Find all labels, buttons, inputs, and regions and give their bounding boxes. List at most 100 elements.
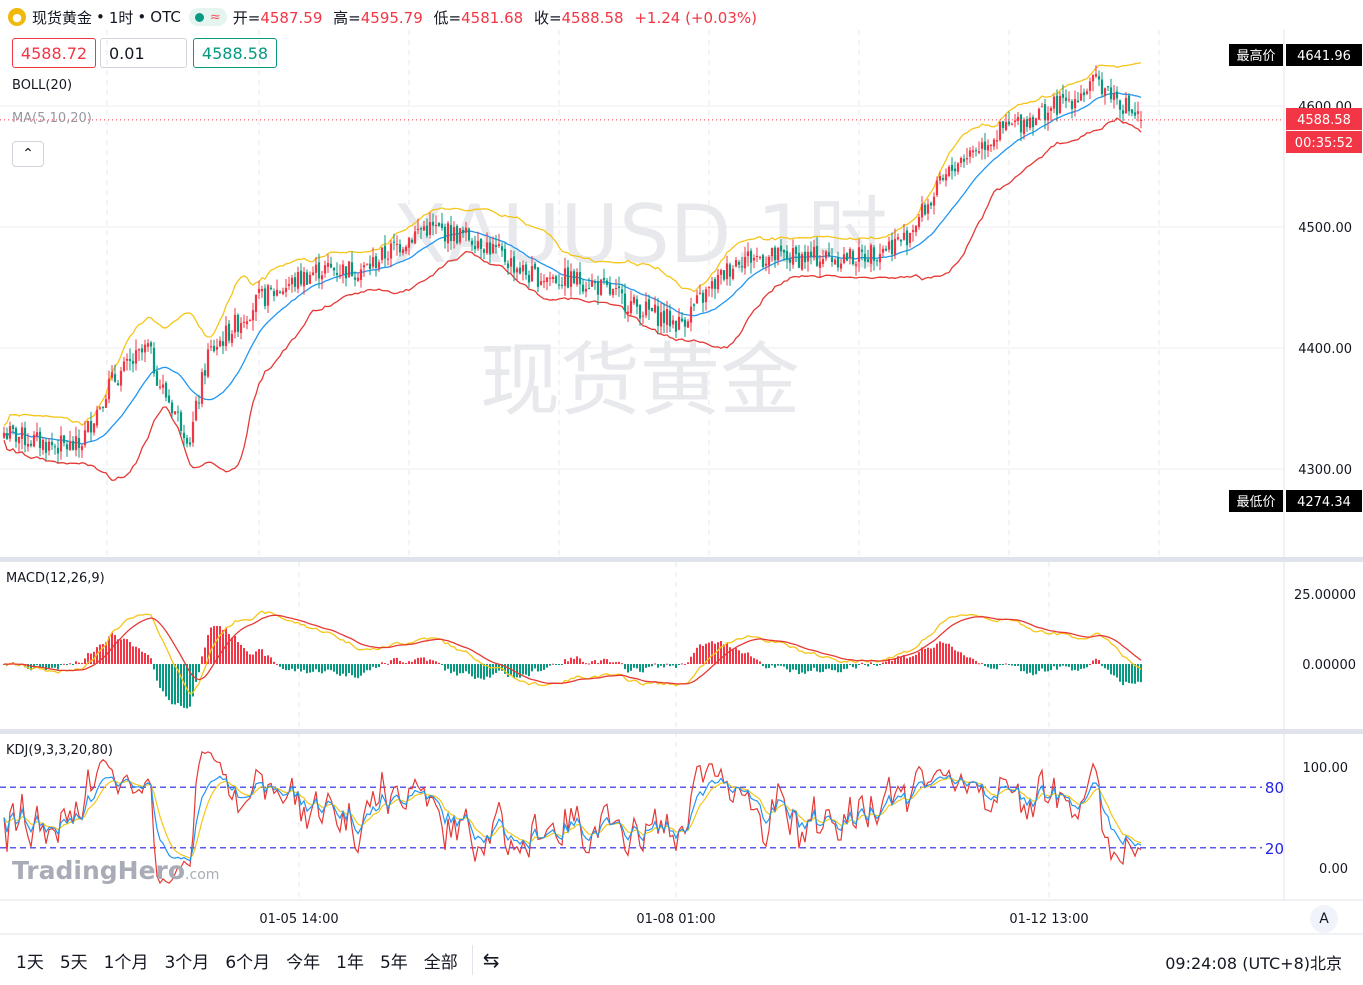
candle-body [839, 263, 843, 269]
macd-histogram-bar [1002, 664, 1004, 665]
candle-body [941, 178, 945, 180]
macd-histogram-bar [51, 664, 53, 668]
auto-scale-button[interactable]: A [1310, 905, 1338, 933]
macd-histogram-bar [627, 664, 629, 673]
candle-body [797, 252, 801, 268]
range-1d[interactable]: 1天 [16, 952, 44, 973]
macd-histogram-bar [294, 664, 296, 672]
macd-histogram-bar [168, 664, 170, 701]
price-tick-label: 4300.00 [1298, 463, 1352, 478]
macd-histogram-bar [1017, 664, 1019, 666]
sell-price-button[interactable]: 4588.72 [12, 38, 96, 68]
quantity-input[interactable]: 0.01 [100, 38, 187, 68]
candle-body [536, 267, 540, 287]
candle-body [995, 140, 999, 142]
candle-body [1004, 122, 1008, 131]
candle-body [857, 247, 861, 262]
exchange-label: OTC [150, 8, 181, 26]
candle-body [737, 261, 741, 265]
macd-histogram-bar [597, 663, 599, 665]
candle-body [296, 271, 300, 289]
candle-body [410, 239, 414, 243]
macd-histogram-bar [924, 648, 926, 664]
macd-histogram-bar [462, 664, 464, 674]
market-status-pill[interactable]: ≈ [188, 8, 227, 26]
interval-label[interactable]: 1时 [108, 8, 134, 27]
candle-body [1118, 100, 1122, 110]
macd-histogram-bar [399, 660, 401, 664]
macd-histogram-bar [642, 664, 644, 673]
kdj-legend[interactable]: KDJ(9,3,3,20,80) [6, 743, 113, 758]
macd-histogram-bar [165, 664, 167, 697]
macd-histogram-bar [786, 664, 788, 670]
macd-histogram-bar [966, 657, 968, 664]
macd-histogram-bar [1053, 664, 1055, 667]
macd-legend[interactable]: MACD(12,26,9) [6, 571, 105, 586]
candle-body [1010, 123, 1014, 125]
macd-histogram-bar [795, 664, 797, 670]
candle-body [533, 263, 537, 269]
candle-body [71, 440, 75, 450]
candle-body [1031, 117, 1035, 128]
candle-body [269, 287, 273, 290]
candle-body [1058, 96, 1062, 114]
candle-body [1049, 108, 1053, 111]
range-1m[interactable]: 1个月 [103, 952, 149, 973]
candle-body [902, 232, 906, 240]
collapse-legend-button[interactable]: ⌃ [12, 141, 44, 167]
candle-body [260, 289, 264, 292]
macd-histogram-bar [99, 644, 101, 664]
candle-body [359, 269, 363, 280]
candle-body [221, 341, 225, 346]
candle-body [998, 121, 1002, 140]
macd-histogram-bar [954, 650, 956, 664]
candle-body [212, 346, 216, 352]
candle-body [467, 228, 471, 241]
macd-histogram-bar [54, 664, 56, 668]
buy-price-button[interactable]: 4588.58 [193, 38, 277, 68]
candle-body [476, 241, 480, 249]
macd-histogram-bar [1107, 664, 1109, 670]
candle-body [956, 163, 960, 172]
candle-body [908, 232, 912, 244]
candle-body [104, 399, 108, 408]
goto-date-icon[interactable]: ⇆ [482, 948, 500, 972]
macd-histogram-bar [240, 644, 242, 664]
candle-body [317, 262, 321, 279]
candle-body [191, 421, 195, 443]
macd-histogram-bar [1047, 664, 1049, 672]
candle-body [1073, 99, 1077, 109]
ma-legend[interactable]: MA(5,10,20) [12, 111, 92, 126]
boll-legend[interactable]: BOLL(20) [12, 78, 73, 93]
boll-middle-line [3, 92, 1142, 445]
range-1y[interactable]: 1年 [336, 952, 364, 973]
candle-body [629, 301, 633, 314]
separator-dot: • [96, 8, 105, 26]
candle-body [620, 289, 624, 294]
range-3m[interactable]: 3个月 [164, 952, 210, 973]
macd-histogram-bar [570, 657, 572, 664]
macd-histogram-bar [567, 661, 569, 664]
candle-body [47, 441, 51, 451]
candle-body [428, 222, 432, 235]
range-5d[interactable]: 5天 [59, 952, 88, 973]
macd-histogram-bar [246, 651, 248, 664]
macd-histogram-bar [1032, 664, 1034, 676]
macd-histogram-bar [276, 663, 278, 665]
candle-body [770, 247, 774, 257]
candle-body [323, 265, 327, 274]
macd-histogram-bar [57, 664, 59, 670]
range-6m[interactable]: 6个月 [225, 952, 271, 973]
candle-body [230, 334, 234, 343]
candle-body [1067, 99, 1071, 101]
candle-body [251, 310, 255, 321]
range-ytd[interactable]: 今年 [286, 952, 321, 973]
range-5y[interactable]: 5年 [379, 952, 408, 973]
candle-body [869, 245, 873, 264]
symbol-name[interactable]: 现货黄金 [32, 8, 93, 27]
candle-body [863, 253, 867, 262]
candle-body [227, 323, 231, 341]
range-all[interactable]: 全部 [423, 952, 458, 973]
macd-histogram-bar [1098, 660, 1100, 664]
